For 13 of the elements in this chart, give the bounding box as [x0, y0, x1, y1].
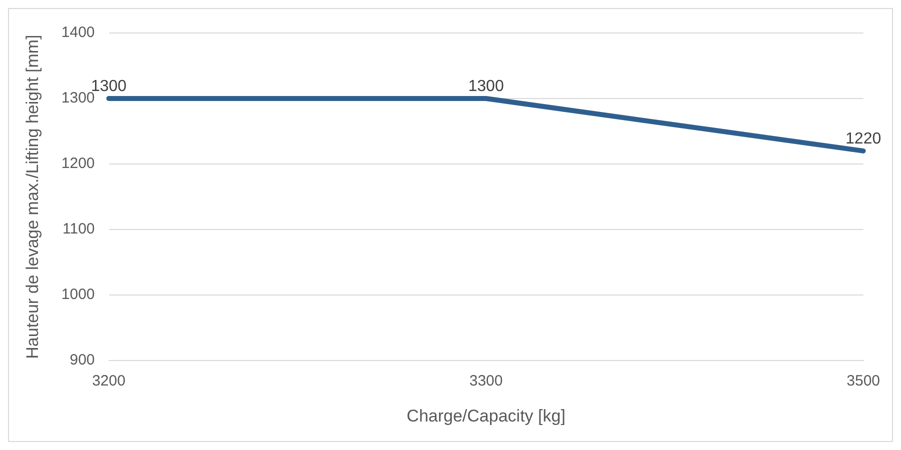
data-label: 1220: [846, 130, 882, 148]
y-tick-label: 1300: [61, 90, 95, 107]
y-tick-label: 1100: [62, 220, 95, 238]
y-tick-label: 1000: [61, 286, 95, 304]
x-tick-label: 3500: [846, 372, 880, 390]
x-axis-title: Charge/Capacity [kg]: [406, 406, 566, 426]
y-tick-label: 1400: [61, 24, 95, 42]
y-tick-label: 1200: [61, 155, 95, 172]
y-axis-title: Hauteur de levage max./Lifting height [mm]: [22, 34, 42, 359]
x-tick-label: 3300: [469, 372, 503, 390]
x-tick-label: 3200: [92, 372, 126, 390]
data-label: 1300: [468, 78, 504, 95]
y-tick-label: 900: [70, 352, 95, 369]
